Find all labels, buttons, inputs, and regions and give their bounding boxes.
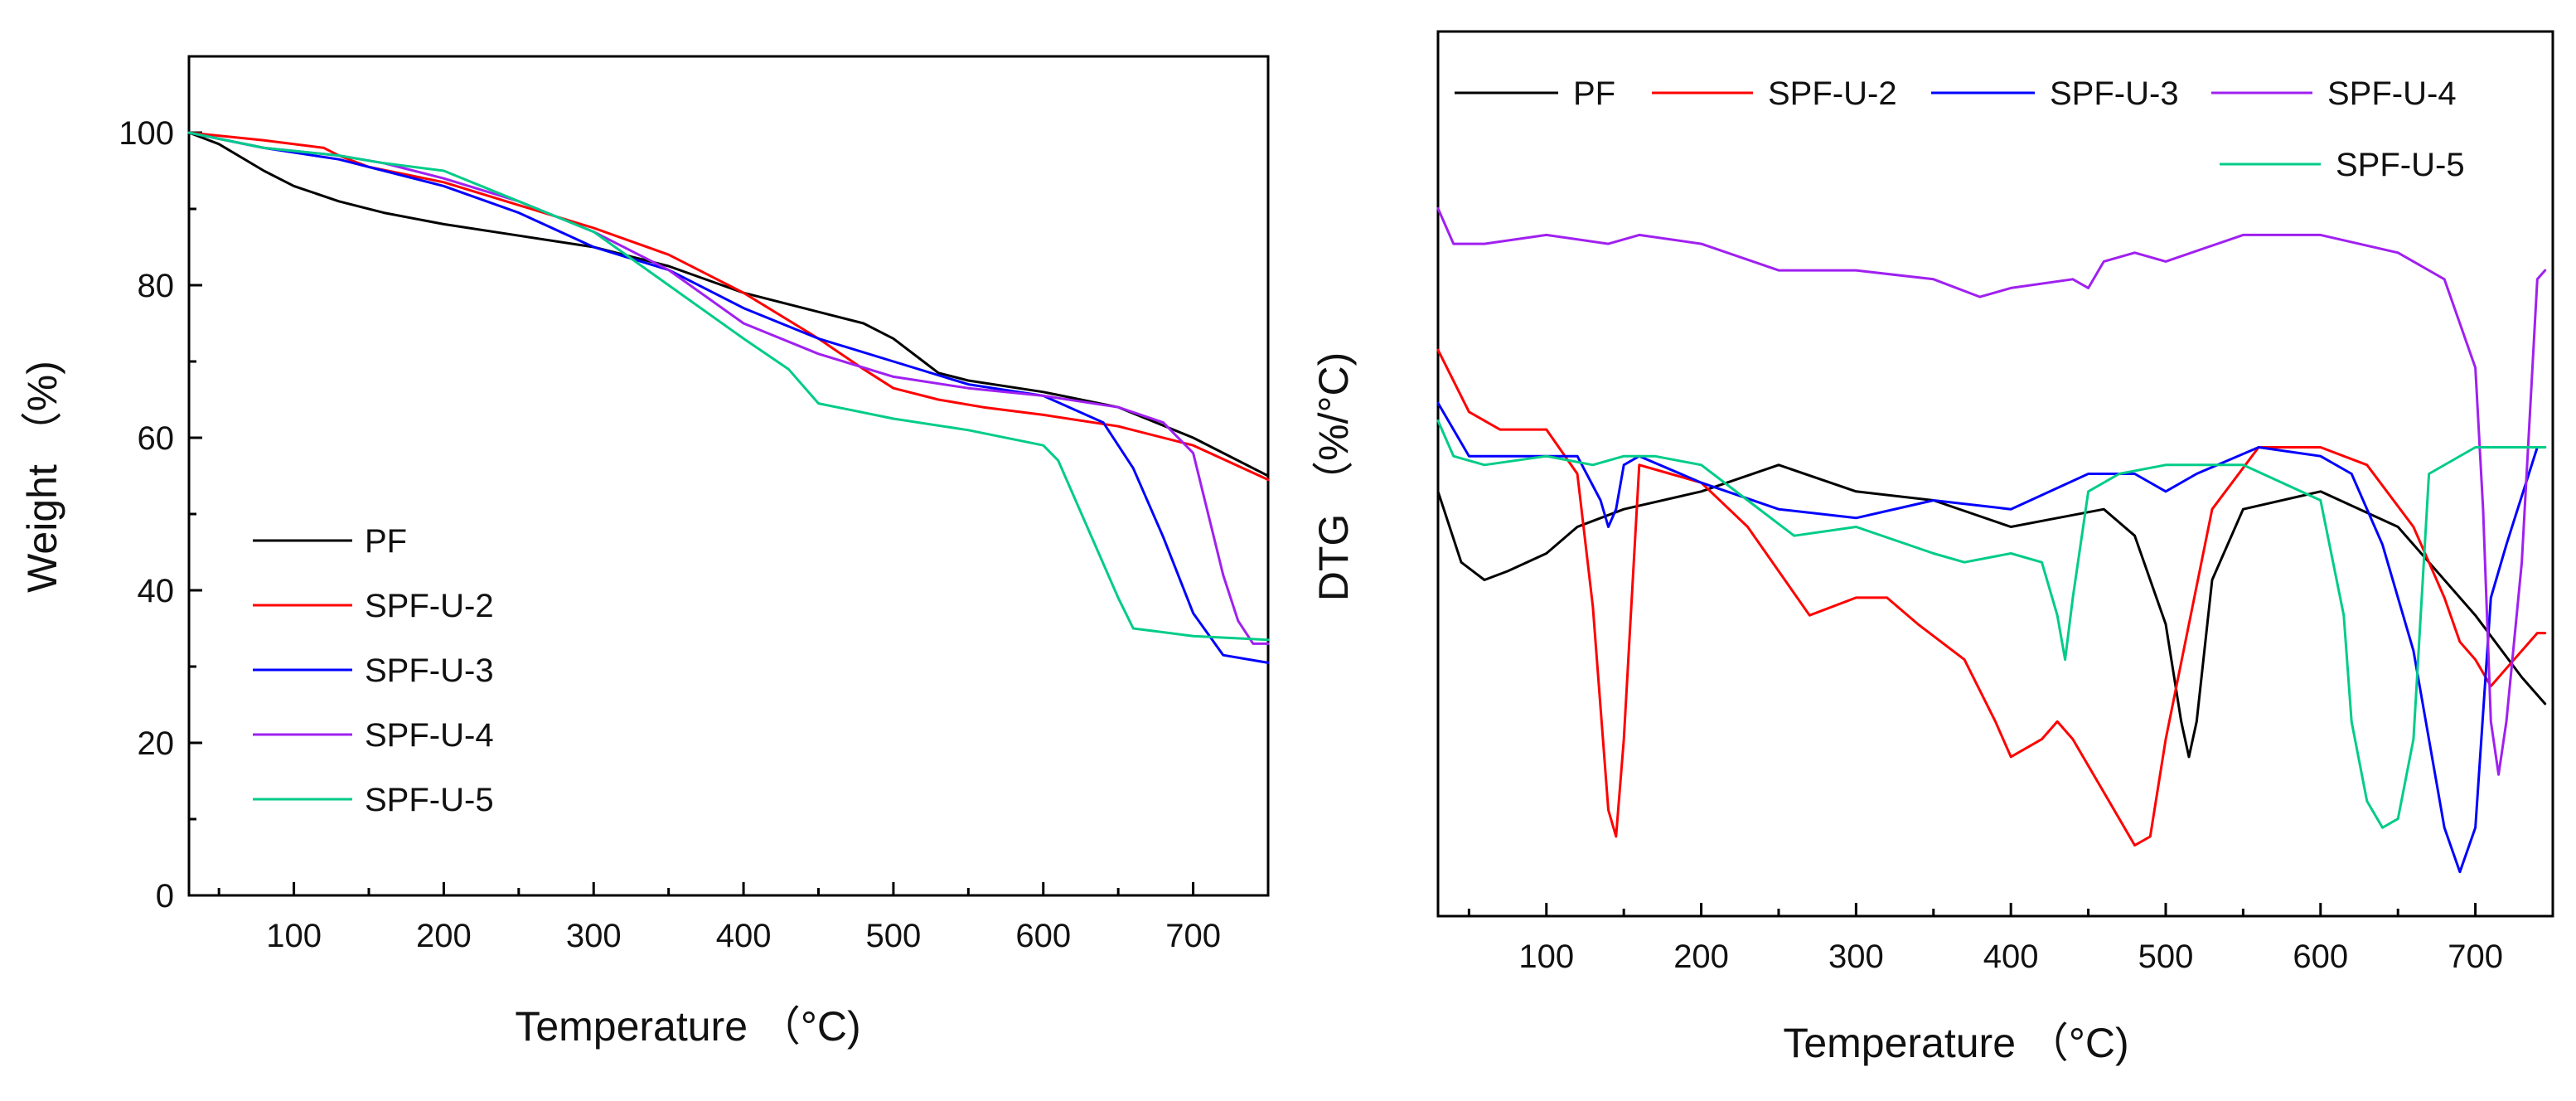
series-line-spf-u-4 [1436, 206, 2547, 776]
x-tick-label: 700 [2448, 939, 2503, 975]
dtg-chart: 100 200 300 400 500 600 700 Temperature （°C) DTG… [1310, 30, 2554, 1066]
x-tick-label: 100 [266, 918, 322, 954]
x-axis-label: Temperature （°C) [515, 1003, 860, 1050]
series-line-spf-u-3 [1436, 401, 2547, 874]
plot-frame [1436, 30, 2554, 918]
x-tick-label: 500 [866, 918, 922, 954]
x-tick-label: 300 [566, 918, 622, 954]
x-tick-label: 600 [2293, 939, 2348, 975]
legend-label: SPF-U-2 [365, 588, 494, 624]
series-line-spf-u-2 [1436, 348, 2547, 847]
tga-chart: 100 200 300 400 500 600 700 0 20 40 60 80 100 Tempera… [19, 55, 1270, 1050]
x-tick-label: 400 [1983, 939, 2039, 975]
x-tick-label: 300 [1828, 939, 1884, 975]
series-line-spf-u-3 [187, 131, 1270, 664]
x-tick-label: 200 [416, 918, 472, 954]
y-tick-label: 0 [156, 878, 174, 914]
legend-label: SPF-U-5 [365, 782, 494, 818]
y-axis-label: Weight （%) [19, 361, 65, 593]
y-axis-label: DTG （%/°C) [1310, 352, 1357, 602]
legend-label: PF [1573, 75, 1615, 112]
x-tick-label: 600 [1015, 918, 1071, 954]
x-tick-label: 700 [1165, 918, 1221, 954]
x-tick-label: 100 [1518, 939, 1574, 975]
x-tick-label: 200 [1673, 939, 1729, 975]
y-tick-label: 20 [138, 725, 175, 762]
y-tick-label: 40 [138, 573, 175, 609]
series-line-spf-u-4 [187, 131, 1270, 645]
legend-label: SPF-U-2 [1768, 75, 1897, 112]
legend-label: SPF-U-3 [365, 652, 494, 689]
legend-label: SPF-U-3 [2050, 75, 2179, 112]
legend-label: SPF-U-5 [2336, 147, 2465, 183]
legend-label: SPF-U-4 [365, 717, 494, 754]
legend-label: PF [365, 523, 407, 560]
legend-label: SPF-U-4 [2327, 75, 2457, 112]
plot-frame [187, 55, 1270, 897]
y-tick-label: 60 [138, 420, 175, 457]
x-axis-label: Temperature （°C) [1783, 1020, 2128, 1066]
x-tick-label: 500 [2138, 939, 2194, 975]
series-line-spf-u-5 [187, 131, 1270, 642]
y-tick-label: 100 [119, 115, 174, 152]
y-tick-label: 80 [138, 268, 175, 304]
series-line-spf-u-5 [1436, 420, 2547, 829]
x-tick-label: 400 [716, 918, 772, 954]
